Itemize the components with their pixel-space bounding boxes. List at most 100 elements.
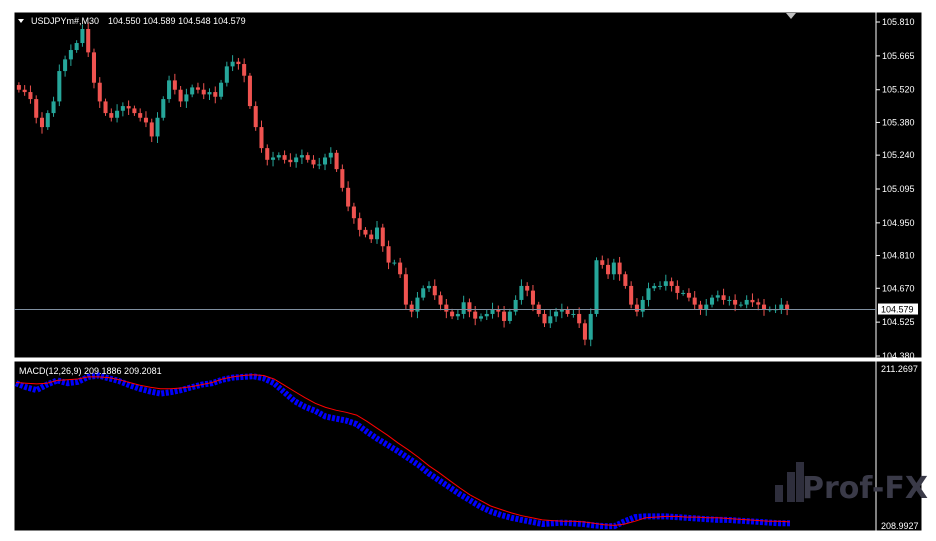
watermark-text: Prof-FX — [802, 471, 928, 506]
candle-body — [109, 113, 114, 118]
candle-body — [143, 117, 148, 123]
candle-body — [386, 246, 391, 263]
candle-body — [484, 313, 489, 317]
candle-body — [149, 122, 154, 137]
candle-body — [554, 311, 559, 317]
candle-body — [461, 302, 466, 314]
ohlc-values: 104.550 104.589 104.548 104.579 — [108, 16, 246, 26]
candle-body — [39, 117, 45, 128]
candle-body — [219, 82, 224, 97]
candle-body — [369, 234, 374, 240]
candle-body — [761, 304, 767, 310]
candle-body — [224, 66, 229, 83]
candle-body — [178, 89, 183, 102]
candle-body — [201, 89, 206, 95]
candle-body — [559, 309, 564, 312]
prof-fx-logo: Prof-FX — [775, 462, 928, 506]
price-tick-label: 104.380 — [882, 351, 915, 361]
price-tick-label: 105.810 — [882, 17, 915, 27]
candle-body — [351, 206, 356, 219]
candle-body — [213, 92, 218, 97]
candle-body — [704, 304, 709, 310]
candle-body — [294, 157, 299, 163]
candle-body — [542, 313, 547, 324]
candle-body — [779, 304, 784, 310]
macd-pane[interactable] — [13, 360, 877, 532]
candle-body — [750, 299, 755, 303]
candle-body — [588, 313, 593, 340]
price-tick-label: 105.380 — [882, 117, 915, 127]
candle-body — [600, 260, 605, 265]
candle-body — [738, 304, 743, 306]
candle-body — [317, 164, 322, 166]
price-tick-label: 104.670 — [882, 283, 915, 293]
candle-body — [374, 227, 380, 240]
candle-body — [357, 218, 362, 230]
price-pane[interactable] — [13, 11, 877, 359]
candle-body — [623, 274, 628, 286]
candle-body — [126, 106, 131, 109]
candle-body — [669, 281, 674, 286]
candle-body — [28, 92, 33, 100]
candle-body — [323, 157, 328, 165]
macd-label: MACD(12,26,9) 209.1886 209.2081 — [19, 366, 162, 376]
price-tick-label: 104.950 — [882, 218, 915, 228]
candle-body — [490, 309, 495, 314]
candle-body — [733, 299, 738, 305]
candle-body — [606, 264, 611, 275]
candle-body — [577, 313, 582, 324]
candle-body — [103, 101, 108, 114]
candle-body — [640, 299, 645, 312]
candle-body — [715, 295, 720, 298]
price-tick-label: 105.240 — [882, 150, 915, 160]
candle-body — [68, 50, 73, 60]
candle-body — [530, 290, 535, 305]
candle-body — [392, 262, 397, 264]
candle-body — [34, 99, 39, 118]
candle-body — [467, 302, 472, 312]
candle-body — [340, 169, 345, 188]
candle-body — [16, 85, 21, 90]
candle-body — [115, 110, 120, 118]
candle-body — [444, 304, 449, 312]
current-price-tag — [878, 303, 918, 315]
symbol-timeframe: USDJPYm#,M30 — [31, 16, 99, 26]
candle-body — [744, 299, 749, 305]
candle-body — [698, 304, 703, 310]
macd-axis[interactable] — [875, 360, 923, 532]
price-axis[interactable] — [875, 11, 923, 359]
candle-body — [288, 159, 293, 163]
candle-body — [652, 285, 657, 289]
candle-body — [409, 304, 414, 312]
symbol-menu-icon[interactable] — [18, 19, 24, 23]
candle-body — [305, 155, 310, 160]
candle-body — [513, 299, 518, 312]
candle-body — [727, 299, 732, 301]
candle-body — [426, 285, 432, 289]
candle-body — [253, 106, 258, 128]
candle-body — [346, 187, 351, 207]
candle-body — [80, 29, 85, 44]
candle-body — [74, 43, 79, 51]
candle-body — [415, 297, 420, 312]
candle-body — [681, 292, 686, 294]
macd-axis-top: 211.2697 — [881, 364, 918, 374]
candle-body — [594, 260, 599, 314]
candle-body — [658, 285, 663, 287]
candle-body — [663, 281, 668, 286]
candle-body — [380, 227, 385, 247]
candle-body — [195, 87, 200, 90]
candle-body — [502, 311, 507, 321]
candle-body — [634, 304, 639, 312]
candle-body — [22, 89, 27, 93]
candle-body — [363, 229, 368, 235]
candle-body — [450, 311, 455, 317]
candle-body — [167, 80, 172, 100]
price-tick-label: 105.095 — [882, 184, 915, 194]
chart-shift-marker-icon[interactable] — [786, 13, 796, 19]
price-tick-label: 104.525 — [882, 317, 915, 327]
candle-body — [582, 323, 587, 340]
macd-main-line — [14, 372, 790, 530]
candle-body — [565, 309, 570, 314]
